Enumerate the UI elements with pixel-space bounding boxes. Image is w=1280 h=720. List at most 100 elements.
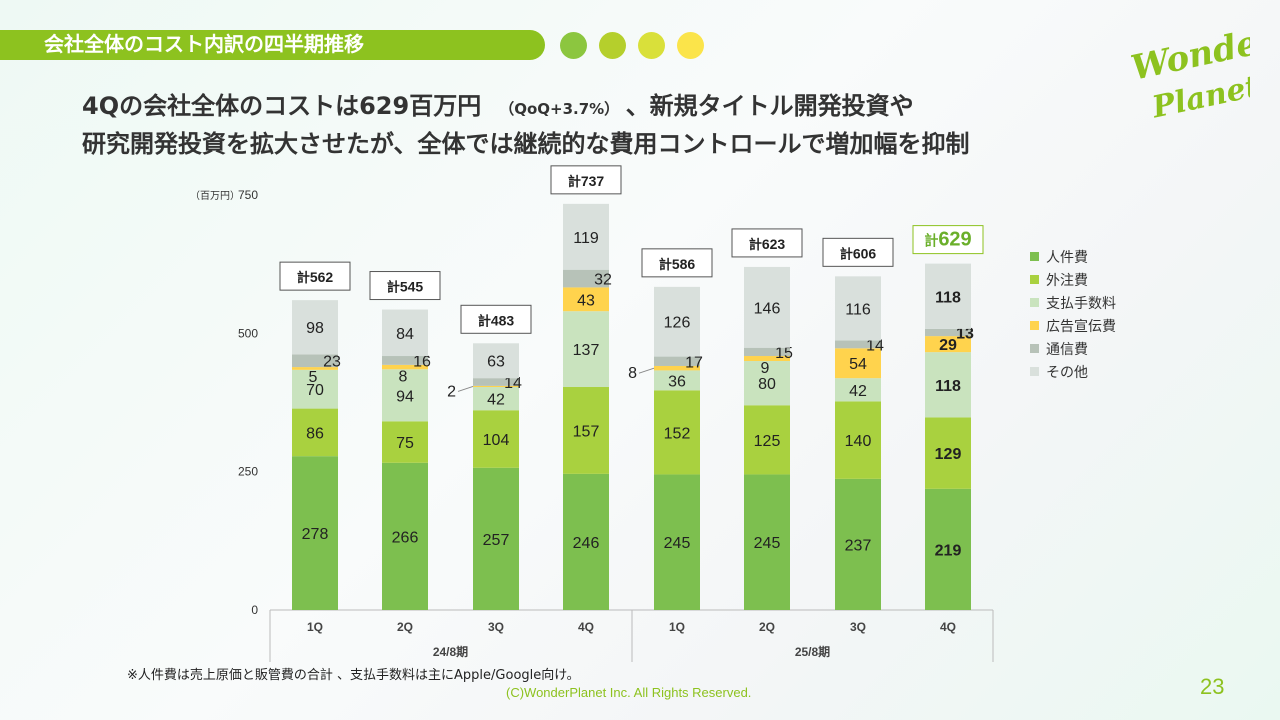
total-label: 計545 [387,279,424,295]
data-label: 119 [573,230,599,247]
data-label: 245 [664,535,691,552]
bar-segment-0 [925,488,971,610]
data-label: 8 [628,365,637,382]
data-label: 17 [685,354,703,371]
bar-segment-0 [382,462,428,610]
bar-segment-1 [925,417,971,489]
bar-segment-1 [835,401,881,479]
x-tick-label: 3Q [488,620,504,634]
data-label: 125 [754,433,781,450]
headline-text: 4Qの会社全体のコストは629百万円 [82,92,482,120]
qoq-text: （QoQ+3.7%） [499,100,612,118]
bar-segment-1 [744,405,790,475]
total-box [460,304,532,334]
legend-item: 人件費 [1030,245,1116,268]
bar-segment-4 [654,356,700,366]
total-box [550,165,622,195]
headline-line-2: 研究開発投資を拡大させたが、全体では継続的な費用コントロールで増加幅を抑制 [82,130,970,158]
data-label: 14 [866,337,884,354]
footnote: ※人件費は売上原価と販管費の合計 、支払手数料は主にApple/Google向け… [127,668,580,683]
legend-label: 人件費 [1046,249,1088,266]
data-label: 70 [306,382,324,399]
x-tick-label: 1Q [669,620,685,634]
data-label: 32 [594,272,612,289]
total-label: 計483 [478,312,515,328]
copyright: (C)WonderPlanet Inc. All Rights Reserved… [506,685,752,700]
x-tick-label: 4Q [940,620,956,634]
legend-item: 広告宣伝費 [1030,314,1116,337]
total-label: 計629 [924,229,971,251]
total-box [279,261,351,291]
data-label: 152 [664,425,691,442]
bar-segment-0 [563,473,609,610]
legend-label: 通信費 [1046,341,1088,358]
legend-label: 外注費 [1046,272,1088,289]
bar-segment-5 [744,266,790,348]
data-label: 9 [761,360,770,377]
bar-segment-3 [563,287,609,312]
legend-swatch [1030,252,1039,261]
data-label: 140 [845,433,872,450]
wonder-planet-logo: Wonder Planet [1130,25,1250,120]
bar-segment-5 [925,263,971,329]
data-label: 14 [504,375,522,392]
bar-segment-3 [744,356,790,361]
data-label: 245 [754,535,781,552]
data-label: 42 [849,383,867,400]
data-label: 2 [447,383,456,400]
bar-segment-1 [473,410,519,468]
bar-segment-4 [292,354,338,368]
legend-label: 広告宣伝費 [1046,318,1116,335]
bar-segment-4 [744,347,790,357]
bar-segment-4 [382,356,428,365]
data-label: 5 [309,369,318,386]
data-label: 137 [573,342,600,359]
data-label: 29 [939,337,957,354]
bar-segment-2 [744,361,790,406]
decor-dot-1 [560,32,587,59]
data-label: 278 [302,526,329,543]
data-label: 8 [399,368,408,385]
legend-swatch [1030,367,1039,376]
legend-swatch [1030,298,1039,307]
y-tick-label: 750 [238,188,258,202]
data-label: 118 [935,378,961,395]
data-label: 42 [487,392,505,409]
leader-line [638,367,655,374]
total-label: 計606 [840,245,877,261]
data-label: 86 [306,425,324,442]
data-label: 13 [956,326,974,343]
data-label: 104 [483,432,510,449]
bar-segment-5 [654,286,700,357]
bar-segment-0 [744,474,790,610]
data-label: 146 [754,300,781,317]
data-label: 43 [577,292,595,309]
total-box [822,237,894,267]
data-label: 84 [396,326,414,343]
data-label: 94 [396,388,414,405]
data-label: 246 [573,535,600,552]
bar-segment-3 [473,385,519,388]
slide-title: 会社全体のコスト内訳の四半期推移 [0,30,545,60]
legend-swatch [1030,321,1039,330]
data-label: 75 [396,435,414,452]
decor-dot-3 [638,32,665,59]
bar-segment-1 [382,421,428,463]
bar-segment-2 [563,311,609,388]
bar-segment-5 [563,203,609,270]
total-box [641,248,713,278]
total-box [369,271,441,301]
y-tick-label: 500 [238,326,258,340]
data-label: 23 [323,354,341,371]
bar-segment-2 [654,370,700,391]
bar-segment-2 [835,378,881,402]
decor-dot-2 [599,32,626,59]
legend-label: 支払手数料 [1046,295,1116,312]
bar-segment-4 [925,328,971,337]
bar-segment-2 [292,369,338,409]
chart-legend: 人件費 外注費 支払手数料 広告宣伝費 通信費 その他 [1030,245,1116,383]
x-tick-label: 4Q [578,620,594,634]
bar-segment-0 [835,478,881,610]
data-label: 54 [849,356,867,373]
